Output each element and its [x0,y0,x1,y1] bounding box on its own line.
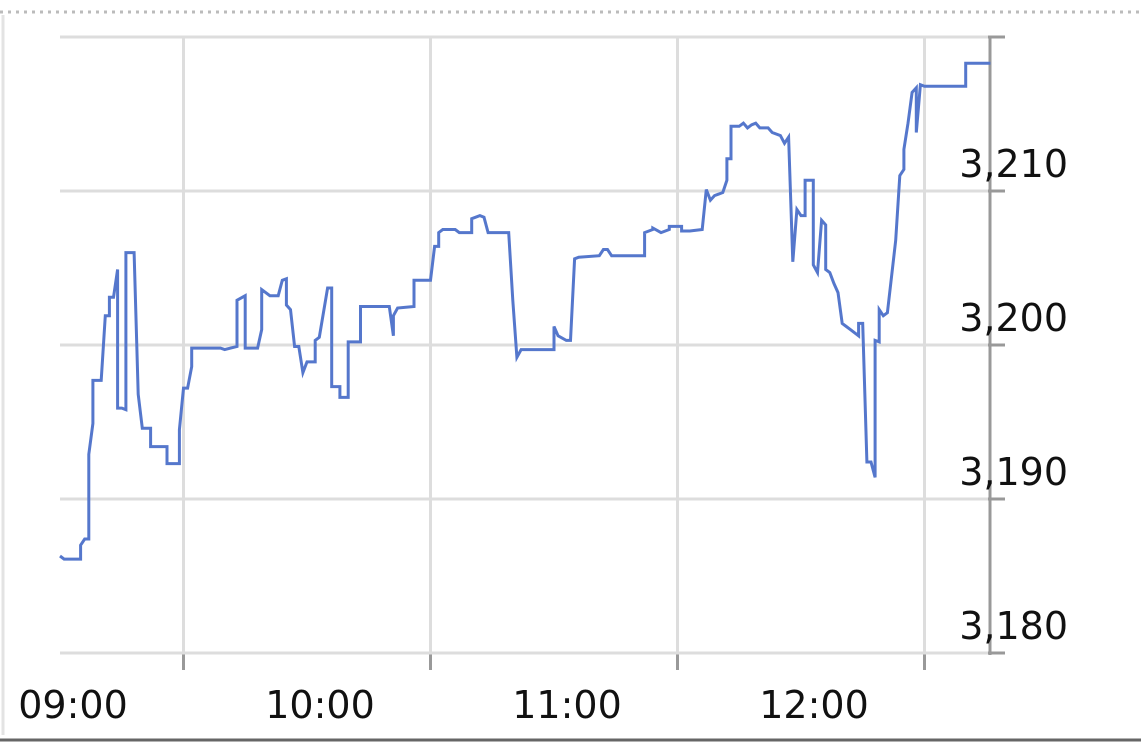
x-tick-label: 09:00 [18,683,128,727]
x-tick-label: 12:00 [759,683,869,727]
gridlines [60,35,1005,653]
price-series [59,61,991,561]
y-tick-label: 3,180 [959,604,1068,648]
axes [60,35,1005,670]
y-tick-label: 3,200 [959,296,1068,340]
y-axis-labels: 3,180 3,190 3,200 3,210 [959,142,1068,648]
x-axis-labels: 09:00 10:00 11:00 12:00 [18,683,869,727]
y-tick-label: 3,210 [959,142,1068,186]
x-tick-label: 11:00 [512,683,622,727]
price-line [59,61,991,561]
x-tick-label: 10:00 [265,683,375,727]
y-tick-label: 3,190 [959,450,1068,494]
